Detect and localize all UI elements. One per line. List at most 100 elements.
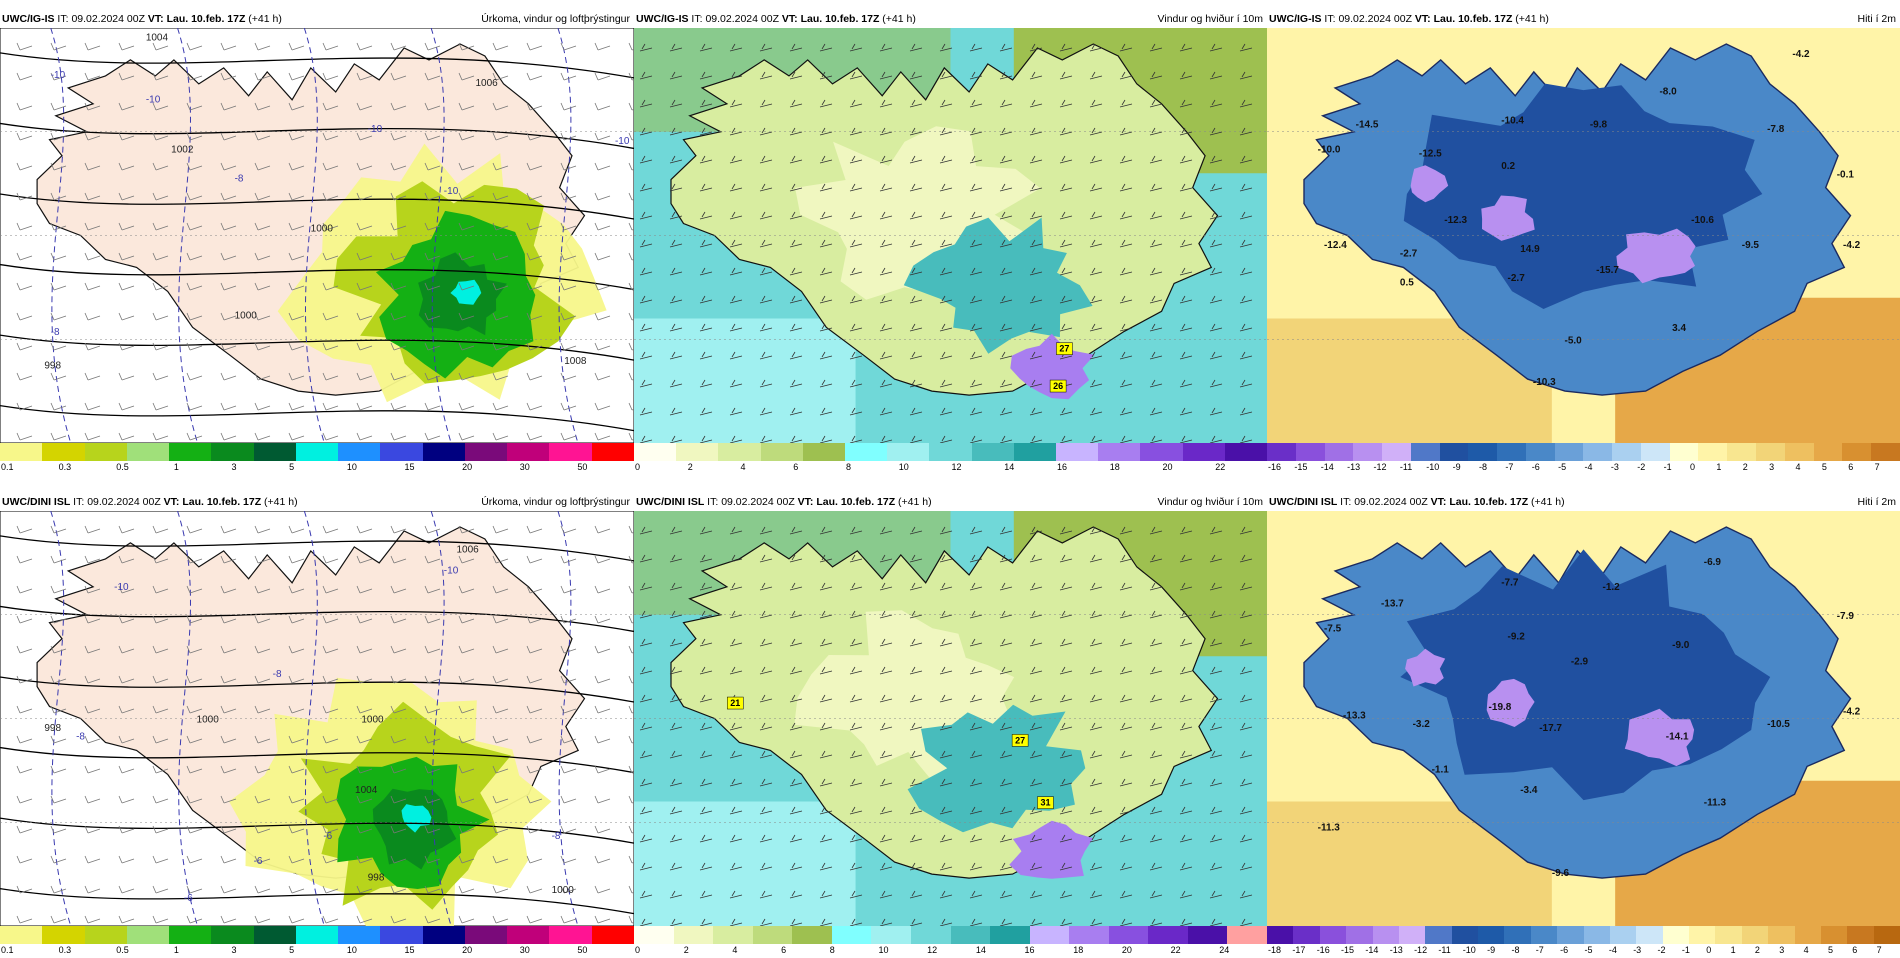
wind-barb xyxy=(322,615,339,624)
wind-barb xyxy=(492,342,509,351)
field-title: Vindur og hviður í 10m xyxy=(1157,496,1263,508)
colorbar-swatch xyxy=(1346,926,1373,944)
wind-arrow xyxy=(909,211,923,220)
it-value: 09.02.2024 00Z xyxy=(1338,13,1412,25)
wind-arrow xyxy=(1209,351,1223,360)
wind-barb xyxy=(628,42,634,51)
wind-barb xyxy=(390,675,407,684)
wind-barb xyxy=(186,402,203,411)
wind-barb xyxy=(628,525,634,534)
wind-arrow xyxy=(879,806,893,815)
wind-barb xyxy=(186,222,203,231)
wind-arrow xyxy=(999,295,1013,304)
wind-arrow xyxy=(969,127,983,136)
wind-barb xyxy=(560,615,577,624)
wind-arrow xyxy=(819,526,833,535)
wind-arrow xyxy=(1029,806,1043,815)
colorbar-tick-label: 14 xyxy=(1004,462,1015,472)
wind-arrow xyxy=(1119,99,1133,108)
colorbar-tick-label: 0 xyxy=(1690,462,1696,472)
wind-arrow xyxy=(849,666,863,675)
colorbar-tick-label: 18 xyxy=(1109,462,1120,472)
wind-arrow xyxy=(819,99,833,108)
wind-barb xyxy=(220,222,237,231)
wind-barb xyxy=(356,615,373,624)
colorbar-tick-label: -8 xyxy=(1479,462,1488,472)
wind-barb xyxy=(118,282,135,291)
wind-arrow xyxy=(1119,379,1133,388)
colorbar-tick-label: 6 xyxy=(1848,462,1854,472)
wind-arrow xyxy=(759,295,773,304)
wind-barb xyxy=(628,915,634,924)
wind-arrow xyxy=(1149,722,1163,731)
wind-arrow xyxy=(849,295,863,304)
wind-arrow xyxy=(1089,351,1103,360)
wind-barb xyxy=(458,42,475,51)
wind-arrow xyxy=(939,806,953,815)
colorbar-swatch xyxy=(169,926,212,944)
wind-arrow xyxy=(1119,71,1133,80)
wind-barb xyxy=(220,645,237,654)
wind-barb xyxy=(390,705,407,714)
wind-arrow xyxy=(819,71,833,80)
wind-arrow xyxy=(1029,323,1043,332)
colorbar-tick-label: -13 xyxy=(1389,945,1403,955)
wind-barb xyxy=(458,432,475,441)
wind-arrow xyxy=(939,351,953,360)
wind-arrow xyxy=(1209,43,1223,52)
colorbar-swatch xyxy=(971,443,1014,461)
wind-arrow xyxy=(669,99,683,108)
colorbar-tick-label: 15 xyxy=(404,462,415,472)
wind-barb xyxy=(84,42,101,51)
contour-value: 1004 xyxy=(146,32,169,43)
wind-barb xyxy=(594,825,611,834)
wind-arrow xyxy=(669,71,683,80)
colorbar-swatch xyxy=(1784,443,1814,461)
wind-arrow xyxy=(789,722,803,731)
wind-barb xyxy=(254,132,271,141)
wind-arrow xyxy=(939,526,953,535)
wind-barb xyxy=(356,765,373,774)
wind-arrow xyxy=(699,183,713,192)
wind-arrow xyxy=(879,155,893,164)
wind-arrow xyxy=(1239,99,1253,108)
wind-arrow xyxy=(1179,582,1193,591)
contour-value: 998 xyxy=(44,360,61,371)
colorbar-tick-label: 10 xyxy=(346,462,357,472)
wind-barb xyxy=(186,555,203,564)
wind-arrow xyxy=(1209,183,1223,192)
wind-arrow xyxy=(819,890,833,899)
colorbar-swatch xyxy=(422,443,465,461)
wind-arrow xyxy=(1179,211,1193,220)
wind-barb xyxy=(526,855,543,864)
wind-barb xyxy=(560,222,577,231)
wind-arrow xyxy=(729,99,743,108)
wind-arrow xyxy=(1089,610,1103,619)
colorbar-swatch xyxy=(1873,926,1900,944)
wind-arrow xyxy=(759,43,773,52)
wind-arrow xyxy=(759,127,773,136)
wind-arrow xyxy=(699,862,713,871)
wind-barb xyxy=(356,885,373,894)
temperature-dashed-line xyxy=(557,511,579,926)
wind-barb xyxy=(220,192,237,201)
wind-barb xyxy=(186,885,203,894)
wind-arrow xyxy=(1029,43,1043,52)
wind-arrow xyxy=(699,722,713,731)
colorbar-tick-label: 1 xyxy=(1716,462,1722,472)
wind-barb xyxy=(322,222,339,231)
wind-barb xyxy=(50,585,67,594)
wind-barb xyxy=(50,402,67,411)
wind-barb xyxy=(390,342,407,351)
wind-barb xyxy=(322,525,339,534)
wind-barb xyxy=(186,705,203,714)
colorbar-swatch xyxy=(1497,443,1526,461)
wind-barb xyxy=(84,555,101,564)
colorbar-swatch xyxy=(634,443,677,461)
wind-arrow xyxy=(819,862,833,871)
wind-arrow xyxy=(849,407,863,416)
wind-barb xyxy=(458,555,475,564)
wind-arrow xyxy=(1119,778,1133,787)
field-title: Hiti í 2m xyxy=(1857,13,1896,25)
lead-time: (+41 h) xyxy=(248,13,282,25)
